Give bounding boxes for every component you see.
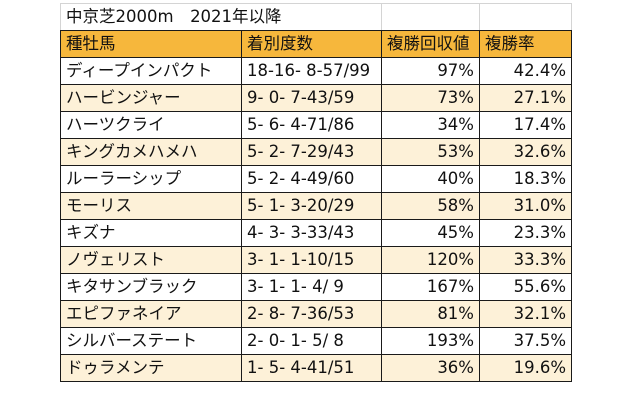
table-row: ノヴェリスト 3- 1- 1-10/15 120% 33.3%: [60, 246, 572, 274]
sire-name-cell: モーリス: [60, 192, 242, 220]
table-row: シルバーステート 2- 0- 1- 5/ 8 193% 37.5%: [60, 327, 572, 355]
place-rate-cell: 27.1%: [479, 84, 572, 112]
record-cell: 5- 1- 3-20/29: [241, 192, 382, 220]
table-row: ハービンジャー 9- 0- 7-43/59 73% 27.1%: [60, 84, 572, 112]
header-record: 着別度数: [241, 30, 382, 58]
place-rate-cell: 17.4%: [479, 111, 572, 139]
table-row: ルーラーシップ 5- 2- 4-49/60 40% 18.3%: [60, 165, 572, 193]
record-cell: 4- 3- 3-33/43: [241, 219, 382, 247]
record-cell: 2- 8- 7-36/53: [241, 300, 382, 328]
place-rate-cell: 18.3%: [479, 165, 572, 193]
place-return-cell: 120%: [381, 246, 480, 274]
place-return-cell: 97%: [381, 57, 480, 85]
place-rate-cell: 32.1%: [479, 300, 572, 328]
sire-name-cell: キタサンブラック: [60, 273, 242, 301]
place-rate-cell: 37.5%: [479, 327, 572, 355]
sire-name-cell: シルバーステート: [60, 327, 242, 355]
record-cell: 5- 2- 4-49/60: [241, 165, 382, 193]
header-row: 種牡馬 着別度数 複勝回収値 複勝率: [60, 30, 572, 58]
table-row: キングカメハメハ 5- 2- 7-29/43 53% 32.6%: [60, 138, 572, 166]
sire-name-cell: ハーツクライ: [60, 111, 242, 139]
table-row: モーリス 5- 1- 3-20/29 58% 31.0%: [60, 192, 572, 220]
record-cell: 5- 6- 4-71/86: [241, 111, 382, 139]
place-rate-cell: 32.6%: [479, 138, 572, 166]
place-return-cell: 167%: [381, 273, 480, 301]
place-return-cell: 45%: [381, 219, 480, 247]
sire-name-cell: キズナ: [60, 219, 242, 247]
place-return-cell: 58%: [381, 192, 480, 220]
place-return-cell: 40%: [381, 165, 480, 193]
place-rate-cell: 23.3%: [479, 219, 572, 247]
record-cell: 5- 2- 7-29/43: [241, 138, 382, 166]
table-row: キタサンブラック 3- 1- 1- 4/ 9 167% 55.6%: [60, 273, 572, 301]
record-cell: 18-16- 8-57/99: [241, 57, 382, 85]
table-row: エピファネイア 2- 8- 7-36/53 81% 32.1%: [60, 300, 572, 328]
place-rate-cell: 33.3%: [479, 246, 572, 274]
place-return-cell: 73%: [381, 84, 480, 112]
title-row: 中京芝2000m 2021年以降: [60, 3, 572, 31]
table-title: 中京芝2000m 2021年以降: [60, 3, 382, 31]
place-return-cell: 193%: [381, 327, 480, 355]
table-row: ドゥラメンテ 1- 5- 4-41/51 36% 19.6%: [60, 354, 572, 382]
sire-name-cell: ディープインパクト: [60, 57, 242, 85]
sire-name-cell: ノヴェリスト: [60, 246, 242, 274]
sire-name-cell: ハービンジャー: [60, 84, 242, 112]
header-place-rate: 複勝率: [479, 30, 572, 58]
place-return-cell: 81%: [381, 300, 480, 328]
sire-name-cell: エピファネイア: [60, 300, 242, 328]
place-rate-cell: 31.0%: [479, 192, 572, 220]
sire-stats-table: 中京芝2000m 2021年以降 種牡馬 着別度数 複勝回収値 複勝率 ディープ…: [60, 3, 572, 382]
empty-cell: [381, 3, 480, 31]
place-rate-cell: 19.6%: [479, 354, 572, 382]
table-row: キズナ 4- 3- 3-33/43 45% 23.3%: [60, 219, 572, 247]
header-place-return: 複勝回収値: [381, 30, 480, 58]
place-rate-cell: 55.6%: [479, 273, 572, 301]
place-return-cell: 53%: [381, 138, 480, 166]
record-cell: 3- 1- 1-10/15: [241, 246, 382, 274]
place-rate-cell: 42.4%: [479, 57, 572, 85]
empty-cell: [479, 3, 572, 31]
header-sire: 種牡馬: [60, 30, 242, 58]
table-row: ハーツクライ 5- 6- 4-71/86 34% 17.4%: [60, 111, 572, 139]
place-return-cell: 36%: [381, 354, 480, 382]
record-cell: 9- 0- 7-43/59: [241, 84, 382, 112]
sire-name-cell: キングカメハメハ: [60, 138, 242, 166]
sire-name-cell: ドゥラメンテ: [60, 354, 242, 382]
place-return-cell: 34%: [381, 111, 480, 139]
table-row: ディープインパクト 18-16- 8-57/99 97% 42.4%: [60, 57, 572, 85]
record-cell: 2- 0- 1- 5/ 8: [241, 327, 382, 355]
sire-name-cell: ルーラーシップ: [60, 165, 242, 193]
record-cell: 1- 5- 4-41/51: [241, 354, 382, 382]
record-cell: 3- 1- 1- 4/ 9: [241, 273, 382, 301]
